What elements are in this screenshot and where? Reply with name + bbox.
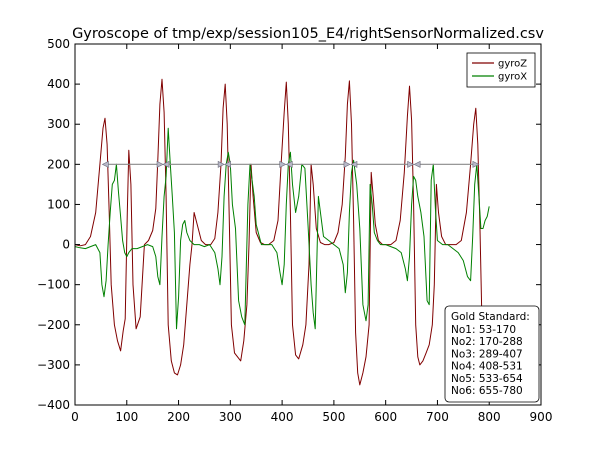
legend-label-gyroZ: gyroZ xyxy=(498,59,527,70)
y-tick-label: 400 xyxy=(47,77,70,91)
gold-box-line: No2: 170-288 xyxy=(451,336,523,348)
tick-layer: 0 100 200 300 400 500 600 700 800 900 −400 −300 −200… xyxy=(37,37,552,424)
legend-frame xyxy=(466,52,536,88)
x-tick-label: 700 xyxy=(426,410,449,424)
chart-title: Gyroscope of tmp/exp/session105_E4/right… xyxy=(72,26,544,42)
x-tick-label: 900 xyxy=(530,410,553,424)
x-tick-label: 600 xyxy=(374,410,397,424)
x-tick-label: 0 xyxy=(71,410,79,424)
legend: gyroZ gyroX xyxy=(466,52,536,88)
interval-arrow-1 xyxy=(101,160,164,168)
interval-arrow-6 xyxy=(413,160,480,168)
gold-box-title: Gold Standard: xyxy=(451,311,530,323)
y-tick-label: 200 xyxy=(47,157,70,171)
series-line-gyroZ xyxy=(75,78,483,386)
x-tick-label: 300 xyxy=(219,410,242,424)
y-tick-label: 300 xyxy=(47,117,70,131)
arrow-layer xyxy=(101,160,480,168)
x-tick-label: 800 xyxy=(478,410,501,424)
y-tick-label: 0 xyxy=(62,238,70,252)
legend-label-gyroX: gyroX xyxy=(498,72,527,83)
x-tick-label: 100 xyxy=(115,410,138,424)
gold-box-line: No1: 53-170 xyxy=(451,324,516,336)
interval-arrow-5 xyxy=(350,160,415,168)
series-layer xyxy=(75,78,490,386)
interval-arrow-4 xyxy=(285,160,351,168)
x-tick-label: 200 xyxy=(167,410,190,424)
gold-box-frame xyxy=(444,305,540,403)
interval-arrow-2 xyxy=(162,160,225,168)
gold-box-line: No5: 533-654 xyxy=(451,373,523,385)
gold-box-line: No6: 655-780 xyxy=(451,385,523,397)
y-tick-label: 500 xyxy=(47,37,70,51)
x-tick-label: 400 xyxy=(271,410,294,424)
gold-box-line: No4: 408-531 xyxy=(451,361,523,373)
y-tick-label: −100 xyxy=(37,278,70,292)
x-tick-label: 500 xyxy=(322,410,345,424)
axes-frame xyxy=(74,43,542,406)
y-tick-label: −200 xyxy=(37,318,70,332)
y-tick-label: 100 xyxy=(47,197,70,211)
gold-box-line: No3: 289-407 xyxy=(451,348,523,360)
y-tick-label: −400 xyxy=(37,398,70,412)
series-line-gyroX xyxy=(75,127,490,330)
y-tick-label: −300 xyxy=(37,358,70,372)
interval-arrow-3 xyxy=(223,160,287,168)
